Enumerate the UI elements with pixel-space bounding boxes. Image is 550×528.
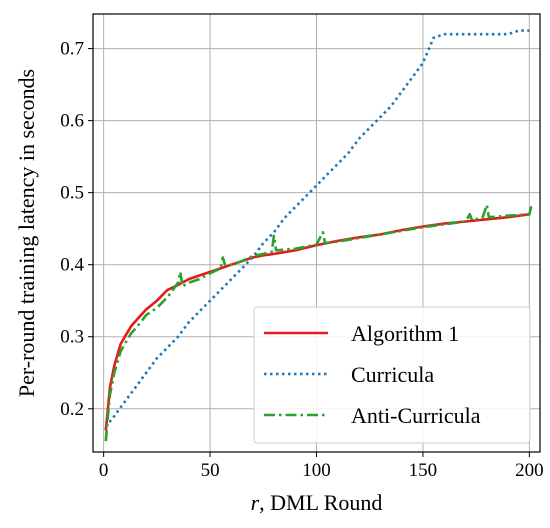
series-line-anti-curricula — [104, 203, 533, 442]
axis-ticks: 0 50 100 150 200 0.2 0.3 0.4 0.5 0.6 0.7 — [60, 39, 543, 481]
x-axis-label: r, DML Round — [251, 490, 383, 515]
y-tick-label: 0.6 — [60, 111, 84, 132]
legend-label: Anti-Curricula — [351, 403, 481, 428]
legend: Algorithm 1 Curricula Anti-Curricula — [253, 306, 531, 444]
y-axis-label: Per-round training latency in seconds — [14, 69, 39, 397]
y-tick-label: 0.7 — [60, 39, 84, 60]
x-tick-label: 200 — [515, 460, 544, 481]
legend-box — [253, 306, 531, 444]
legend-label: Curricula — [351, 362, 434, 387]
x-axis-label-variable: r — [251, 490, 260, 515]
x-axis-label-text: , DML Round — [259, 490, 382, 515]
y-tick-label: 0.5 — [60, 183, 84, 204]
x-tick-label: 100 — [302, 460, 331, 481]
series-line-curricula — [104, 29, 530, 428]
y-tick-label: 0.2 — [60, 399, 84, 420]
legend-label: Algorithm 1 — [351, 321, 459, 346]
y-tick-label: 0.3 — [60, 327, 84, 348]
x-tick-label: 150 — [409, 460, 438, 481]
x-tick-label: 50 — [201, 460, 220, 481]
x-tick-label: 0 — [99, 460, 109, 481]
y-tick-label: 0.4 — [60, 255, 84, 276]
series-lines — [104, 29, 533, 442]
